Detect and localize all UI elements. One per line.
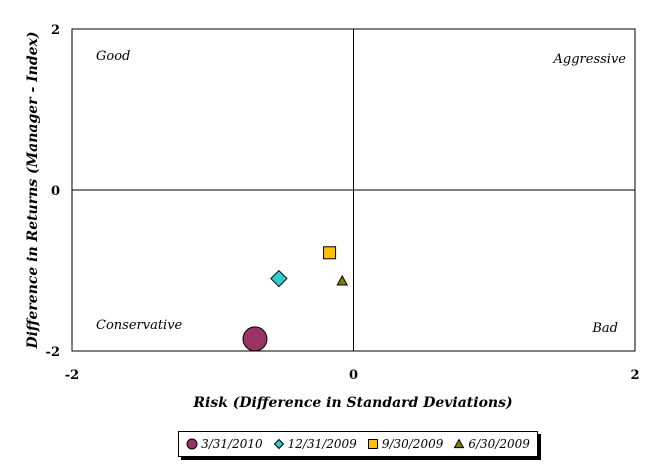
legend-marker [186, 438, 198, 450]
chart-legend: 3/31/2010 12/31/2009 9/30/2009 6/30/2009 [178, 431, 538, 457]
x-tick-label: 2 [630, 368, 639, 383]
quadrant-label-aggressive: Aggressive [553, 52, 627, 67]
data-point-circle [242, 326, 268, 352]
y-tick-label: 2 [51, 23, 60, 38]
legend-marker [367, 439, 378, 449]
legend-item: 6/30/2009 [453, 437, 530, 451]
y-tick-label: 0 [51, 184, 60, 199]
legend-marker [453, 438, 465, 449]
legend-marker-circle-icon [186, 438, 198, 450]
y-tick-label: -2 [46, 345, 60, 360]
y-axis-label: Difference in Returns (Manager - Index) [25, 31, 41, 349]
legend-item: 12/31/2009 [273, 437, 357, 451]
quadrant-label-conservative: Conservative [96, 318, 183, 333]
legend-marker-diamond-icon [273, 438, 284, 450]
legend-item: 3/31/2010 [186, 437, 263, 451]
data-point-diamond [270, 269, 288, 288]
x-tick-label: 0 [349, 368, 358, 383]
x-tick-label: -2 [65, 368, 79, 383]
legend-label: 9/30/2009 [381, 437, 444, 451]
data-point-triangle [336, 274, 349, 286]
legend-label: 12/31/2009 [287, 437, 357, 451]
legend-label: 3/31/2010 [201, 437, 263, 451]
quadrant-label-good: Good [96, 49, 130, 64]
x-axis-label: Risk (Difference in Standard Deviations) [192, 395, 512, 411]
scatter-chart: -2 0 2 2 0 -2 Good Aggressive Conservative Ba… [25, 23, 640, 411]
legend-marker [273, 438, 284, 450]
legend-marker-square-icon [367, 439, 378, 449]
quadrant-label-bad: Bad [591, 321, 618, 336]
legend-label: 6/30/2009 [468, 437, 530, 451]
legend-marker-triangle-icon [453, 438, 465, 449]
legend-item: 9/30/2009 [367, 437, 444, 451]
data-point-square [323, 246, 337, 260]
